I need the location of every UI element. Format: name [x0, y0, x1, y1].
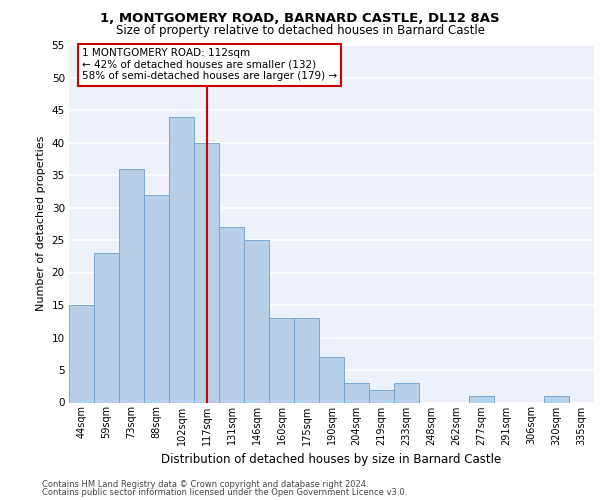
Bar — [144, 194, 169, 402]
X-axis label: Distribution of detached houses by size in Barnard Castle: Distribution of detached houses by size … — [161, 453, 502, 466]
Text: Size of property relative to detached houses in Barnard Castle: Size of property relative to detached ho… — [115, 24, 485, 37]
Bar — [344, 383, 369, 402]
Bar — [244, 240, 269, 402]
Bar — [394, 383, 419, 402]
Text: Contains HM Land Registry data © Crown copyright and database right 2024.: Contains HM Land Registry data © Crown c… — [42, 480, 368, 489]
Text: 1 MONTGOMERY ROAD: 112sqm
← 42% of detached houses are smaller (132)
58% of semi: 1 MONTGOMERY ROAD: 112sqm ← 42% of detac… — [82, 48, 337, 82]
Bar — [119, 168, 144, 402]
Bar — [544, 396, 569, 402]
Bar — [369, 390, 394, 402]
Bar — [469, 396, 494, 402]
Text: 1, MONTGOMERY ROAD, BARNARD CASTLE, DL12 8AS: 1, MONTGOMERY ROAD, BARNARD CASTLE, DL12… — [100, 12, 500, 26]
Bar — [269, 318, 294, 402]
Bar — [169, 116, 194, 403]
Bar — [69, 305, 94, 402]
Bar — [219, 227, 244, 402]
Bar — [194, 142, 219, 402]
Bar — [94, 253, 119, 402]
Text: Contains public sector information licensed under the Open Government Licence v3: Contains public sector information licen… — [42, 488, 407, 497]
Bar — [294, 318, 319, 402]
Bar — [319, 357, 344, 403]
Y-axis label: Number of detached properties: Number of detached properties — [36, 136, 46, 312]
